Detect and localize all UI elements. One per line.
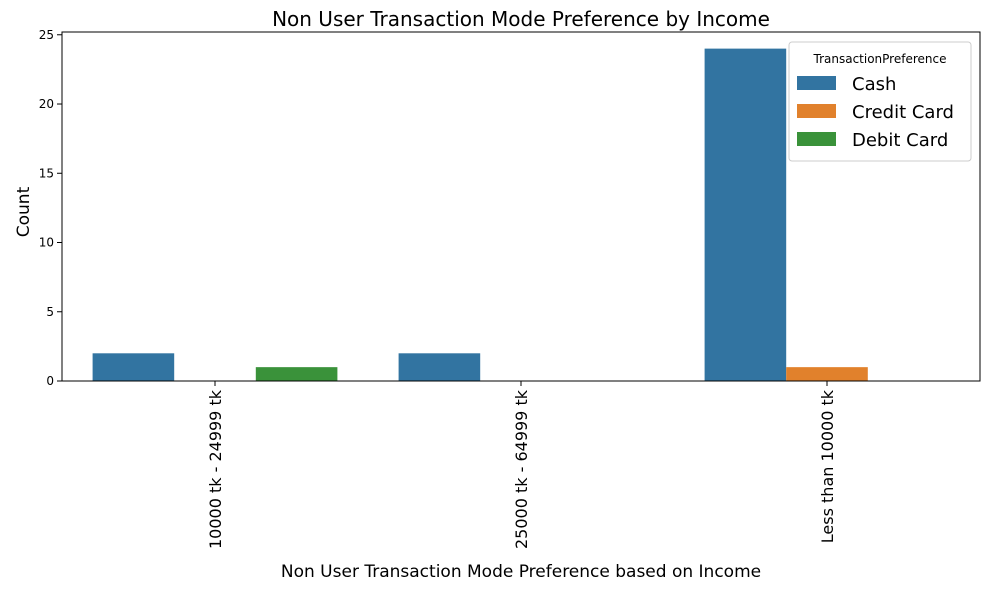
legend-label: Credit Card bbox=[852, 102, 954, 123]
y-tick-label: 5 bbox=[46, 305, 54, 319]
x-axis-label: Non User Transaction Mode Preference bas… bbox=[281, 562, 761, 582]
bar bbox=[92, 353, 175, 381]
bar bbox=[786, 367, 868, 381]
legend-label: Cash bbox=[852, 74, 896, 95]
y-tick-label: 10 bbox=[39, 236, 54, 250]
x-tick-label: 10000 tk - 24999 tk bbox=[206, 389, 225, 549]
y-tick-label: 20 bbox=[39, 97, 54, 111]
plot-area: 0 5 10 15 20 25 10000 tk - 24999 tk 25000 tk - … bbox=[39, 28, 981, 549]
y-tick-label: 25 bbox=[39, 28, 54, 42]
bar bbox=[255, 367, 338, 381]
legend: TransactionPreference Cash Credit Card Debi… bbox=[788, 41, 972, 162]
chart-title: Non User Transaction Mode Preference by … bbox=[272, 7, 770, 31]
legend-box bbox=[788, 41, 972, 162]
bar bbox=[398, 353, 481, 381]
legend-swatch bbox=[797, 76, 836, 90]
y-axis-label: Count bbox=[14, 186, 34, 237]
y-tick-label: 0 bbox=[46, 374, 54, 388]
legend-swatch bbox=[797, 132, 836, 146]
legend-label: Debit Card bbox=[852, 130, 948, 151]
x-tick-label: 25000 tk - 64999 tk bbox=[512, 389, 531, 549]
legend-swatch bbox=[797, 104, 836, 118]
x-tick-label: Less than 10000 tk bbox=[818, 389, 837, 543]
legend-title: TransactionPreference bbox=[813, 52, 947, 66]
bar bbox=[704, 48, 787, 381]
y-tick-label: 15 bbox=[39, 166, 54, 180]
